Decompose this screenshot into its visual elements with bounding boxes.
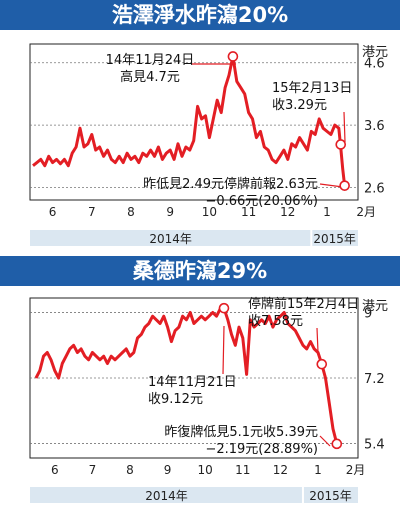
annotation-text-1-0: 15年2月13日 <box>272 81 352 96</box>
x-tick-label-5: 11 <box>241 205 256 219</box>
x-tick-label-3: 9 <box>166 205 174 219</box>
year-band-2015 <box>311 230 358 246</box>
y-tick-label-1: 7.2 <box>364 372 385 387</box>
year-band-2015 <box>302 487 358 503</box>
annotation-leader-2 <box>319 435 331 447</box>
y-tick-label-0: 9 <box>364 307 372 322</box>
y-tick-label-1: 3.6 <box>364 119 385 134</box>
annotation-leader-1 <box>343 111 346 143</box>
chart1-title: 浩澤淨水昨瀉20% <box>0 0 400 30</box>
x-tick-label-7: 1 <box>314 463 322 477</box>
annotation-leader-2 <box>319 183 344 188</box>
year-band-2014 <box>30 230 312 246</box>
x-tick-label-0: 6 <box>51 463 59 477</box>
chart1: 4.6 3.6 2.6 港元 6 7 8 9 10 11 12 1 2月 2014年 2015年 14年11月… <box>29 43 388 246</box>
year-label-2015: 2015年 <box>313 232 356 246</box>
price-series-line <box>32 55 347 186</box>
x-tick-label-4: 10 <box>202 205 217 219</box>
y-tick-label-2: 5.4 <box>364 437 385 452</box>
y-unit-label: 港元 <box>362 299 388 314</box>
annotation-text-0-1: 高見4.7元 <box>120 69 180 85</box>
x-tick-label-4: 10 <box>198 463 213 477</box>
plot-frame <box>29 43 359 201</box>
annotation-text-2-1: −2.19元(28.89%) <box>205 442 318 457</box>
annotation-text-0-1: 收7.58元 <box>248 314 303 329</box>
chart2-title: 桑德昨瀉29% <box>0 256 400 286</box>
x-tick-label-1: 7 <box>88 205 96 219</box>
price-series-line <box>34 306 339 445</box>
y-tick-label-2: 2.6 <box>364 182 385 197</box>
y-tick-label-0: 4.6 <box>364 57 385 72</box>
year-label-2014: 2014年 <box>145 489 188 503</box>
x-tick-label-3: 9 <box>164 463 172 477</box>
annotation-text-0-0: 停牌前15年2月4日 <box>248 296 359 312</box>
annotation-text-2-0: 昨低見2.49元停牌前報2.63元 <box>143 176 318 192</box>
x-tick-label-2: 8 <box>126 463 134 477</box>
annotation-point-0 <box>316 358 328 370</box>
x-tick-label-2: 8 <box>127 205 135 219</box>
x-tick-label-8: 2月 <box>346 463 366 477</box>
x-tick-label-1: 7 <box>89 463 97 477</box>
x-tick-label-5: 11 <box>235 463 250 477</box>
annotation-text-1-1: 收9.12元 <box>148 392 203 407</box>
annotation-point-2 <box>331 438 343 450</box>
annotation-text-1-1: 收3.29元 <box>272 98 327 113</box>
year-band-2014 <box>30 487 303 503</box>
year-label-2015: 2015年 <box>309 489 352 503</box>
annotation-point-1 <box>218 302 230 314</box>
annotation-text-0-0: 14年11月24日 <box>106 53 195 68</box>
annotation-point-0 <box>227 51 239 62</box>
annotation-leader-0 <box>316 327 319 353</box>
x-tick-label-7: 1 <box>323 205 331 219</box>
x-tick-label-0: 6 <box>49 205 57 219</box>
chart2: 9 7.2 5.4 港元 6 7 8 9 10 11 12 1 2月 2014年 2015年 停牌前15年2月… <box>29 296 388 503</box>
year-label-2014: 2014年 <box>149 232 192 246</box>
x-tick-label-8: 2月 <box>356 205 376 219</box>
annotation-leader-1 <box>222 325 225 375</box>
y-unit-label: 港元 <box>362 45 388 60</box>
annotation-text-2-0: 昨復牌低見5.1元收5.39元 <box>164 424 318 440</box>
x-tick-label-6: 12 <box>273 463 288 477</box>
x-tick-label-6: 12 <box>280 205 295 219</box>
annotation-point-1 <box>335 139 347 150</box>
annotation-point-2 <box>339 180 350 191</box>
annotation-text-2-1: −0.66元(20.06%) <box>205 194 318 209</box>
annotation-text-1-0: 14年11月21日 <box>148 375 237 390</box>
